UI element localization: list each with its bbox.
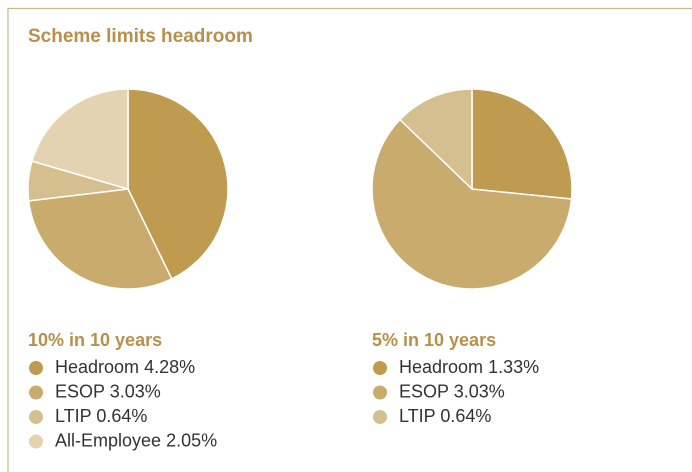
legend-swatch [29,385,43,400]
legend-value: 4.28% [144,357,195,377]
legend-name: Headroom [399,357,483,377]
legend-item: ESOP 3.03% [55,381,161,401]
frame [7,7,692,472]
legend-value: 1.33% [488,357,539,377]
legend-value: 0.64% [96,406,147,426]
legend-value: 2.05% [166,430,217,450]
pie-slice [371,118,573,290]
legend-name: LTIP [399,406,436,426]
legend-swatch [373,361,387,375]
legend-swatch [29,361,43,375]
pie-title: 5% in 10 years [372,330,496,350]
pie-slice [471,88,573,200]
legend-swatch [373,410,387,424]
legend-name: All-Employee [55,430,161,450]
legend-swatch [29,410,43,424]
legend-item: ESOP 3.03% [399,381,505,401]
pie-slice [398,88,473,191]
legend-swatch [373,385,387,400]
legend-name: ESOP [399,381,449,401]
legend-name: LTIP [55,406,92,426]
legend-item: All-Employee 2.05% [55,430,217,450]
legend-value: 3.03% [454,381,505,401]
legend-name: Headroom [55,357,139,377]
legend-item: LTIP 0.64% [399,406,491,426]
pie-slice [127,88,229,280]
legend-name: ESOP [55,381,105,401]
pie-title: 10% in 10 years [28,330,162,350]
legend-value: 3.03% [110,381,161,401]
pie-slice [31,88,129,190]
legend-item: Headroom 1.33% [399,357,539,377]
legend-item: Headroom 4.28% [55,357,195,377]
pie-slice [27,188,173,290]
legend-item: LTIP 0.64% [55,406,147,426]
legend-swatch [29,434,43,449]
legend-value: 0.64% [440,406,491,426]
chart-title: Scheme limits headroom [28,26,253,47]
